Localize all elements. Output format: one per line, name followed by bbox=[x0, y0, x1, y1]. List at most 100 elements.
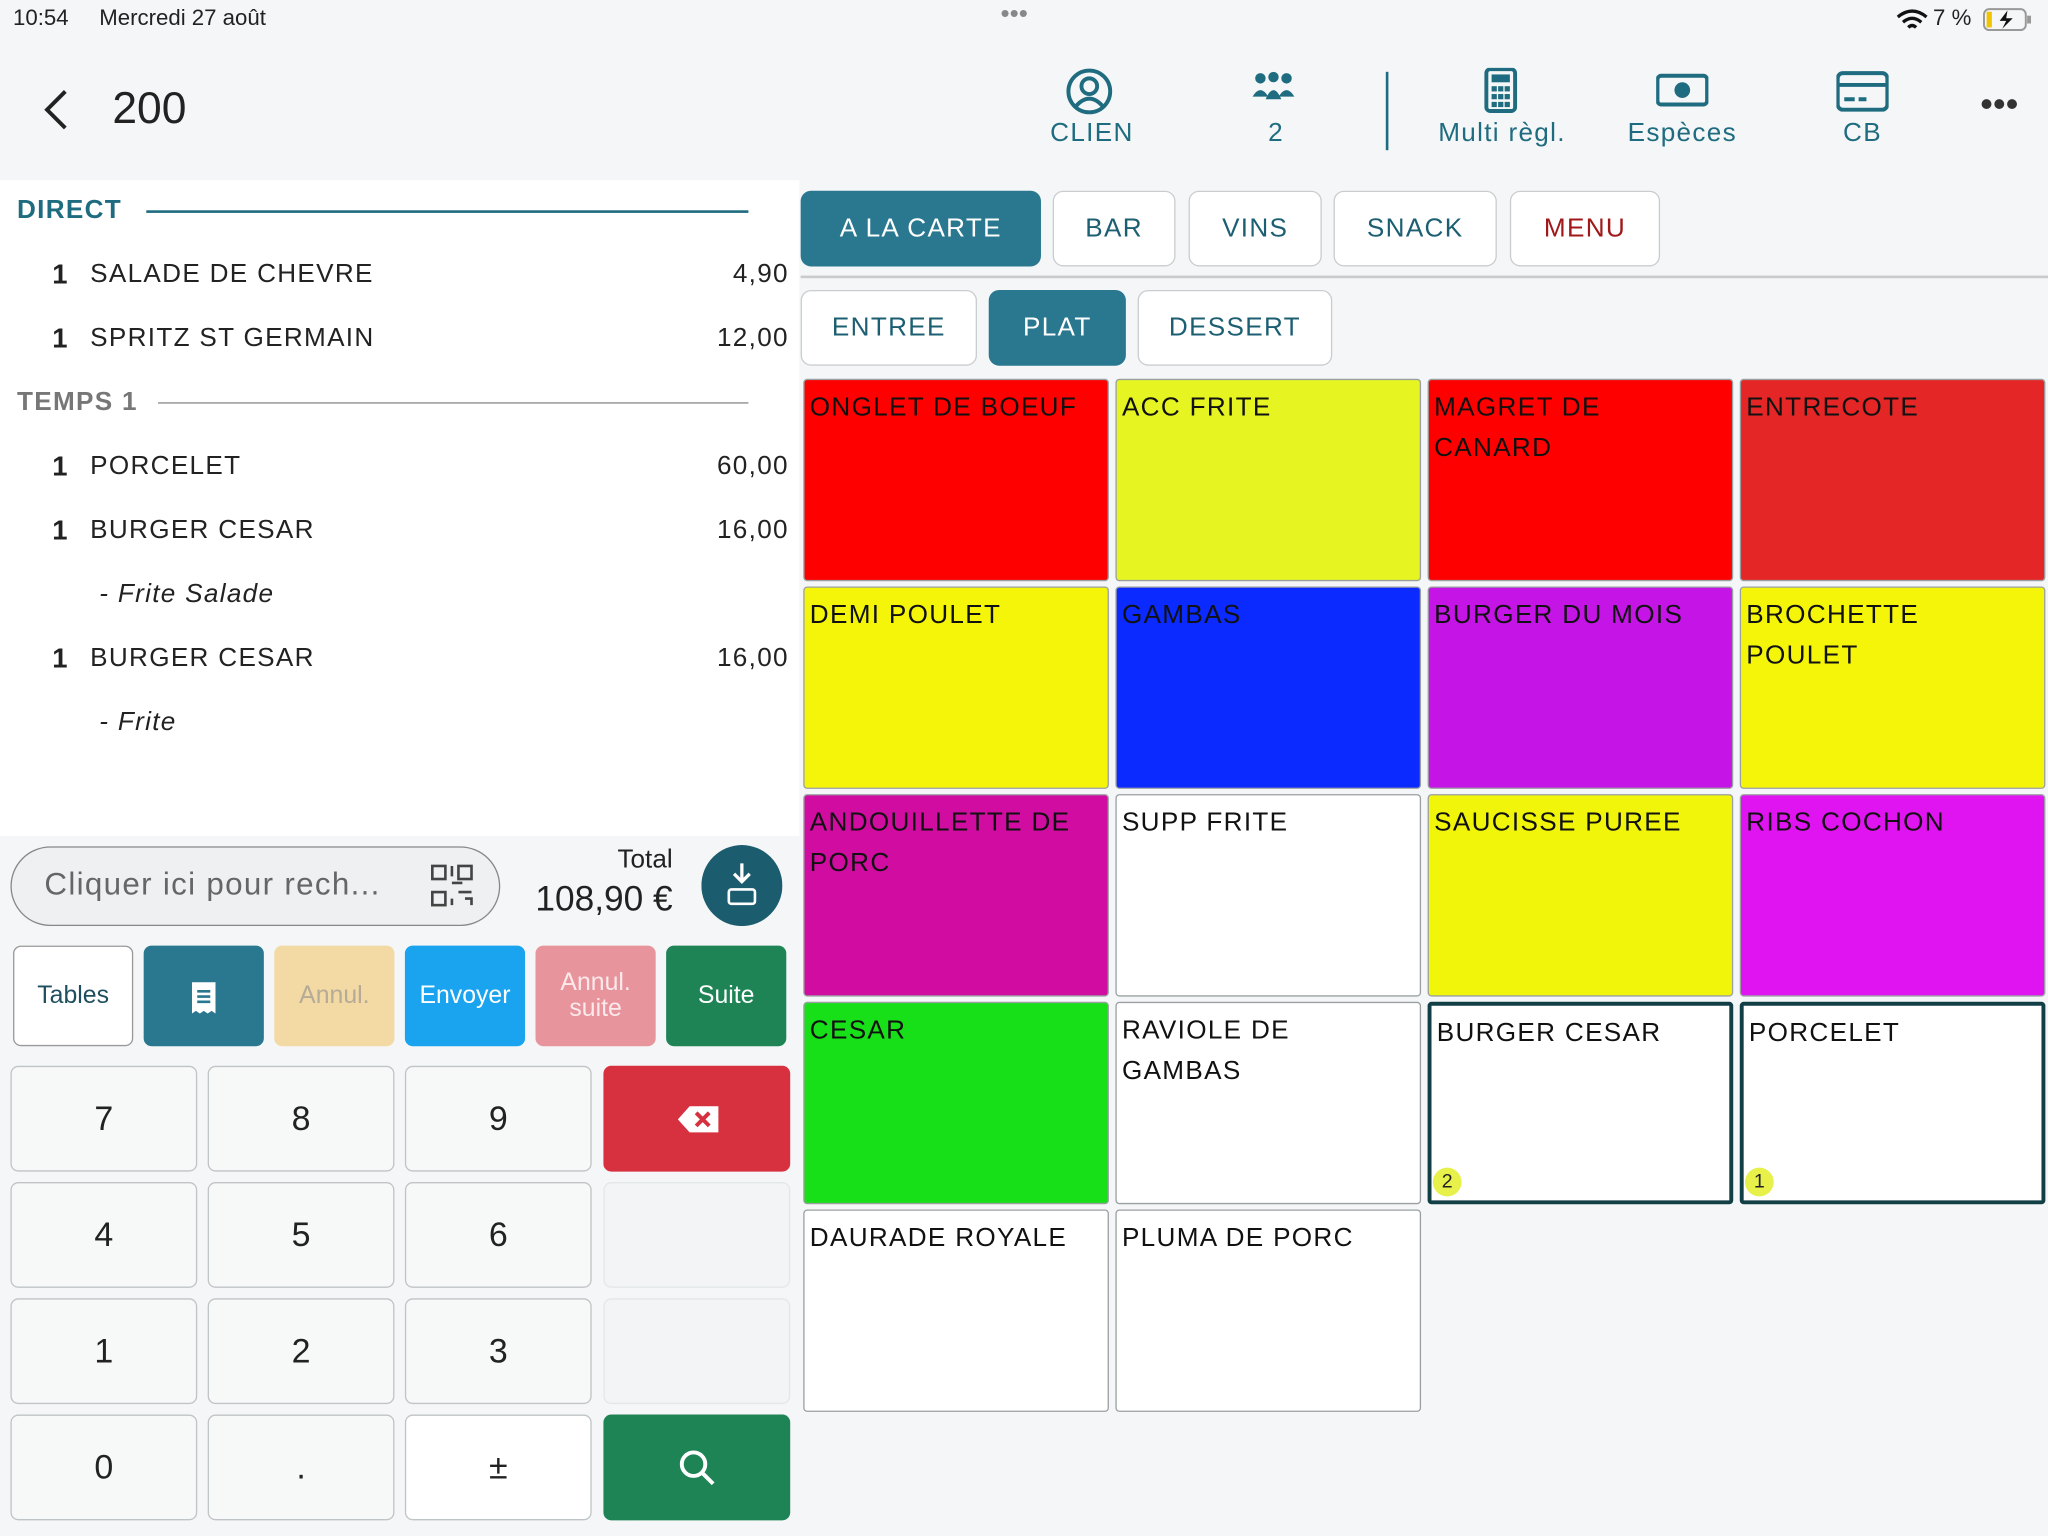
action-icon[interactable] bbox=[1066, 68, 1118, 115]
product-tile[interactable]: SAUCISSE PUREE bbox=[1427, 794, 1734, 997]
product-tile[interactable]: ONGLET DE BOEUF bbox=[803, 378, 1109, 582]
key[interactable]: 5 bbox=[207, 1182, 395, 1288]
item-name[interactable]: PORCELET bbox=[90, 451, 242, 481]
battery-level: 7 % bbox=[1933, 5, 1972, 31]
empty-key bbox=[603, 1182, 791, 1288]
item-price: 16,00 bbox=[716, 515, 789, 545]
product-tile[interactable]: ANDOUILLETTE DE PORC bbox=[803, 794, 1109, 997]
category-tab[interactable]: A LA CARTE bbox=[800, 190, 1041, 267]
product-tile[interactable]: RAVIOLE DE GAMBAS bbox=[1115, 1001, 1422, 1205]
qr-icon[interactable] bbox=[428, 862, 475, 909]
subcategory-tab[interactable]: PLAT bbox=[988, 289, 1126, 366]
dots: ••• bbox=[1000, 0, 1028, 29]
subcategory-tab[interactable]: DESSERT bbox=[1137, 289, 1333, 366]
section-line bbox=[158, 402, 749, 404]
product-tile[interactable]: GAMBAS bbox=[1115, 586, 1422, 789]
key[interactable]: 9 bbox=[404, 1065, 592, 1172]
search-placeholder: Cliquer ici pour rech... bbox=[44, 867, 381, 903]
action-button[interactable]: Annul. suite bbox=[535, 945, 656, 1047]
category-tab[interactable]: SNACK bbox=[1333, 190, 1497, 267]
category-tab[interactable]: VINS bbox=[1188, 190, 1322, 267]
key[interactable]: 7 bbox=[10, 1065, 198, 1172]
action-icon[interactable] bbox=[1250, 68, 1302, 115]
search-key[interactable] bbox=[603, 1414, 791, 1521]
product-tile[interactable]: DEMI POULET bbox=[803, 586, 1109, 789]
product-tile[interactable]: ENTRECOTE bbox=[1739, 378, 2046, 582]
action-label[interactable]: Multi règl. bbox=[1438, 118, 1566, 148]
table-number: 200 bbox=[112, 83, 187, 134]
wifi bbox=[1896, 9, 1928, 29]
item-name[interactable]: BURGER CESAR bbox=[90, 643, 315, 673]
item-qty: 1 bbox=[52, 259, 68, 290]
action-button[interactable]: Suite bbox=[666, 945, 787, 1047]
action-label[interactable]: CB bbox=[1843, 118, 1882, 148]
key[interactable]: . bbox=[207, 1414, 395, 1521]
item-qty: 1 bbox=[52, 643, 68, 674]
key[interactable]: 4 bbox=[10, 1182, 198, 1288]
key[interactable]: 0 bbox=[10, 1414, 198, 1521]
empty-key bbox=[603, 1298, 791, 1405]
product-badge: 2 bbox=[1432, 1167, 1462, 1197]
item-price: 16,00 bbox=[716, 643, 789, 673]
subcategory-tab[interactable]: ENTREE bbox=[800, 289, 977, 366]
item-name[interactable]: SALADE DE CHEVRE bbox=[90, 259, 374, 289]
action-button[interactable]: Envoyer bbox=[404, 945, 526, 1047]
receipt-icon bbox=[191, 982, 216, 1014]
action-icon[interactable] bbox=[1476, 67, 1528, 115]
key[interactable]: 1 bbox=[10, 1298, 198, 1405]
action-label[interactable]: 2 bbox=[1268, 118, 1284, 148]
item-qty: 1 bbox=[52, 323, 68, 354]
product-tile[interactable]: BURGER DU MOIS bbox=[1427, 586, 1734, 789]
item-name[interactable]: BURGER CESAR bbox=[90, 515, 315, 545]
search-field[interactable] bbox=[10, 846, 501, 927]
action-button[interactable]: Annul. bbox=[274, 945, 395, 1047]
action-icon[interactable] bbox=[1836, 68, 1889, 115]
action-label[interactable]: CLIEN bbox=[1050, 118, 1134, 148]
back-button[interactable] bbox=[39, 86, 73, 133]
key[interactable]: 3 bbox=[404, 1298, 592, 1405]
product-tile[interactable]: RIBS COCHON bbox=[1739, 794, 2046, 997]
product-tile[interactable]: BROCHETTE POULET bbox=[1739, 586, 2046, 789]
section-title: TEMPS 1 bbox=[16, 387, 138, 417]
section-line bbox=[146, 210, 749, 213]
time: 10:54 bbox=[13, 5, 69, 31]
key[interactable]: 6 bbox=[404, 1182, 592, 1288]
backspace-icon bbox=[677, 1106, 719, 1133]
action-icon[interactable] bbox=[1656, 68, 1709, 115]
key[interactable]: 8 bbox=[207, 1065, 395, 1172]
search-icon bbox=[679, 1450, 715, 1486]
order-panel bbox=[0, 180, 800, 836]
product-tile[interactable]: MAGRET DE CANARD bbox=[1427, 378, 1734, 582]
item-qty: 1 bbox=[52, 451, 68, 482]
item-name[interactable]: SPRITZ ST GERMAIN bbox=[90, 323, 375, 353]
total-label: Total bbox=[617, 845, 673, 874]
item-qty: 1 bbox=[52, 515, 68, 546]
product-tile[interactable]: PORCELET bbox=[1739, 1001, 2046, 1205]
action-label[interactable]: Espèces bbox=[1627, 118, 1737, 148]
keyboard-button[interactable] bbox=[701, 845, 783, 927]
category-tab[interactable]: MENU bbox=[1509, 190, 1661, 267]
more-button[interactable]: ••• bbox=[1980, 83, 2019, 125]
key[interactable]: 2 bbox=[207, 1298, 395, 1405]
tab-divider bbox=[800, 275, 2048, 279]
item-option: - Frite Salade bbox=[99, 579, 275, 609]
section-title: DIRECT bbox=[16, 195, 123, 225]
product-badge: 1 bbox=[1744, 1167, 1774, 1197]
product-tile[interactable]: SUPP FRITE bbox=[1115, 794, 1422, 997]
product-tile[interactable]: ACC FRITE bbox=[1115, 378, 1422, 582]
product-tile[interactable]: CESAR bbox=[803, 1001, 1109, 1205]
item-price: 60,00 bbox=[716, 451, 789, 481]
category-tab[interactable]: BAR bbox=[1052, 190, 1176, 267]
key[interactable]: ± bbox=[404, 1414, 592, 1521]
product-tile[interactable]: PLUMA DE PORC bbox=[1115, 1209, 1422, 1412]
item-price: 12,00 bbox=[716, 323, 789, 353]
product-tile[interactable]: DAURADE ROYALE bbox=[803, 1209, 1109, 1412]
product-tile[interactable]: BURGER CESAR bbox=[1427, 1001, 1734, 1205]
action-button[interactable]: Tables bbox=[13, 945, 134, 1047]
total-value: 108,90 € bbox=[535, 879, 673, 919]
item-option: - Frite bbox=[99, 707, 177, 737]
divider bbox=[1385, 71, 1389, 151]
battery-icon bbox=[1983, 8, 2032, 32]
